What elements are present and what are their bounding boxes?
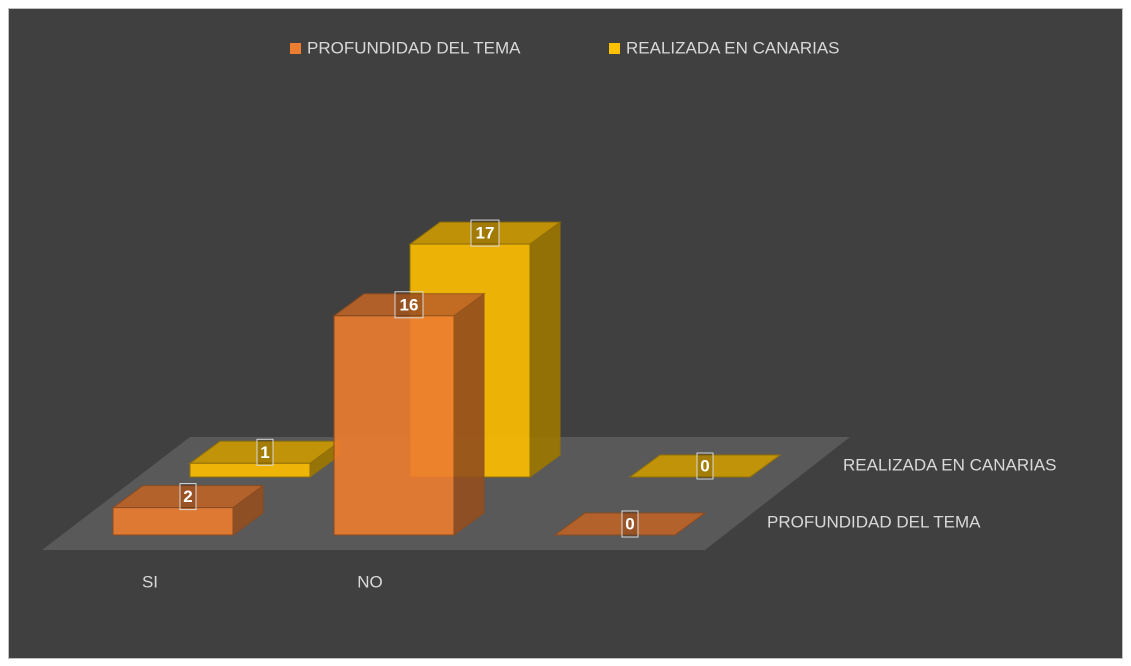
bar-side [529,221,561,478]
legend-swatch [290,43,301,54]
depth-label: REALIZADA EN CANARIAS [843,455,1057,474]
x-tick-label: NO [357,572,383,591]
depth-label: PROFUNDIDAD DEL TEMA [767,512,981,531]
data-label-box [621,510,639,538]
data-label: 1 [260,443,269,462]
bar-top [553,512,707,536]
x-tick-label: SI [142,572,158,591]
bar-top [628,454,782,478]
data-label: 2 [183,487,192,506]
data-label-box [696,452,714,480]
data-label: 16 [400,295,419,314]
data-label: 0 [625,514,634,533]
bar [111,484,265,536]
bar-front [333,315,455,536]
legend-swatch [609,43,620,54]
bar [332,292,486,536]
legend-label: PROFUNDIDAD DEL TEMA [307,38,521,57]
bar [628,454,782,478]
bar [553,512,707,536]
data-label-box [470,219,500,247]
bar-side [453,292,485,536]
data-label-box [256,438,274,466]
bar-front [112,507,234,536]
data-label-box [179,483,197,511]
data-label-box [394,291,424,319]
bar-front [189,462,311,478]
legend-label: REALIZADA EN CANARIAS [626,38,840,57]
bar [188,440,342,478]
data-label: 0 [700,456,709,475]
chart-area [8,8,1123,659]
data-label: 17 [476,224,495,243]
